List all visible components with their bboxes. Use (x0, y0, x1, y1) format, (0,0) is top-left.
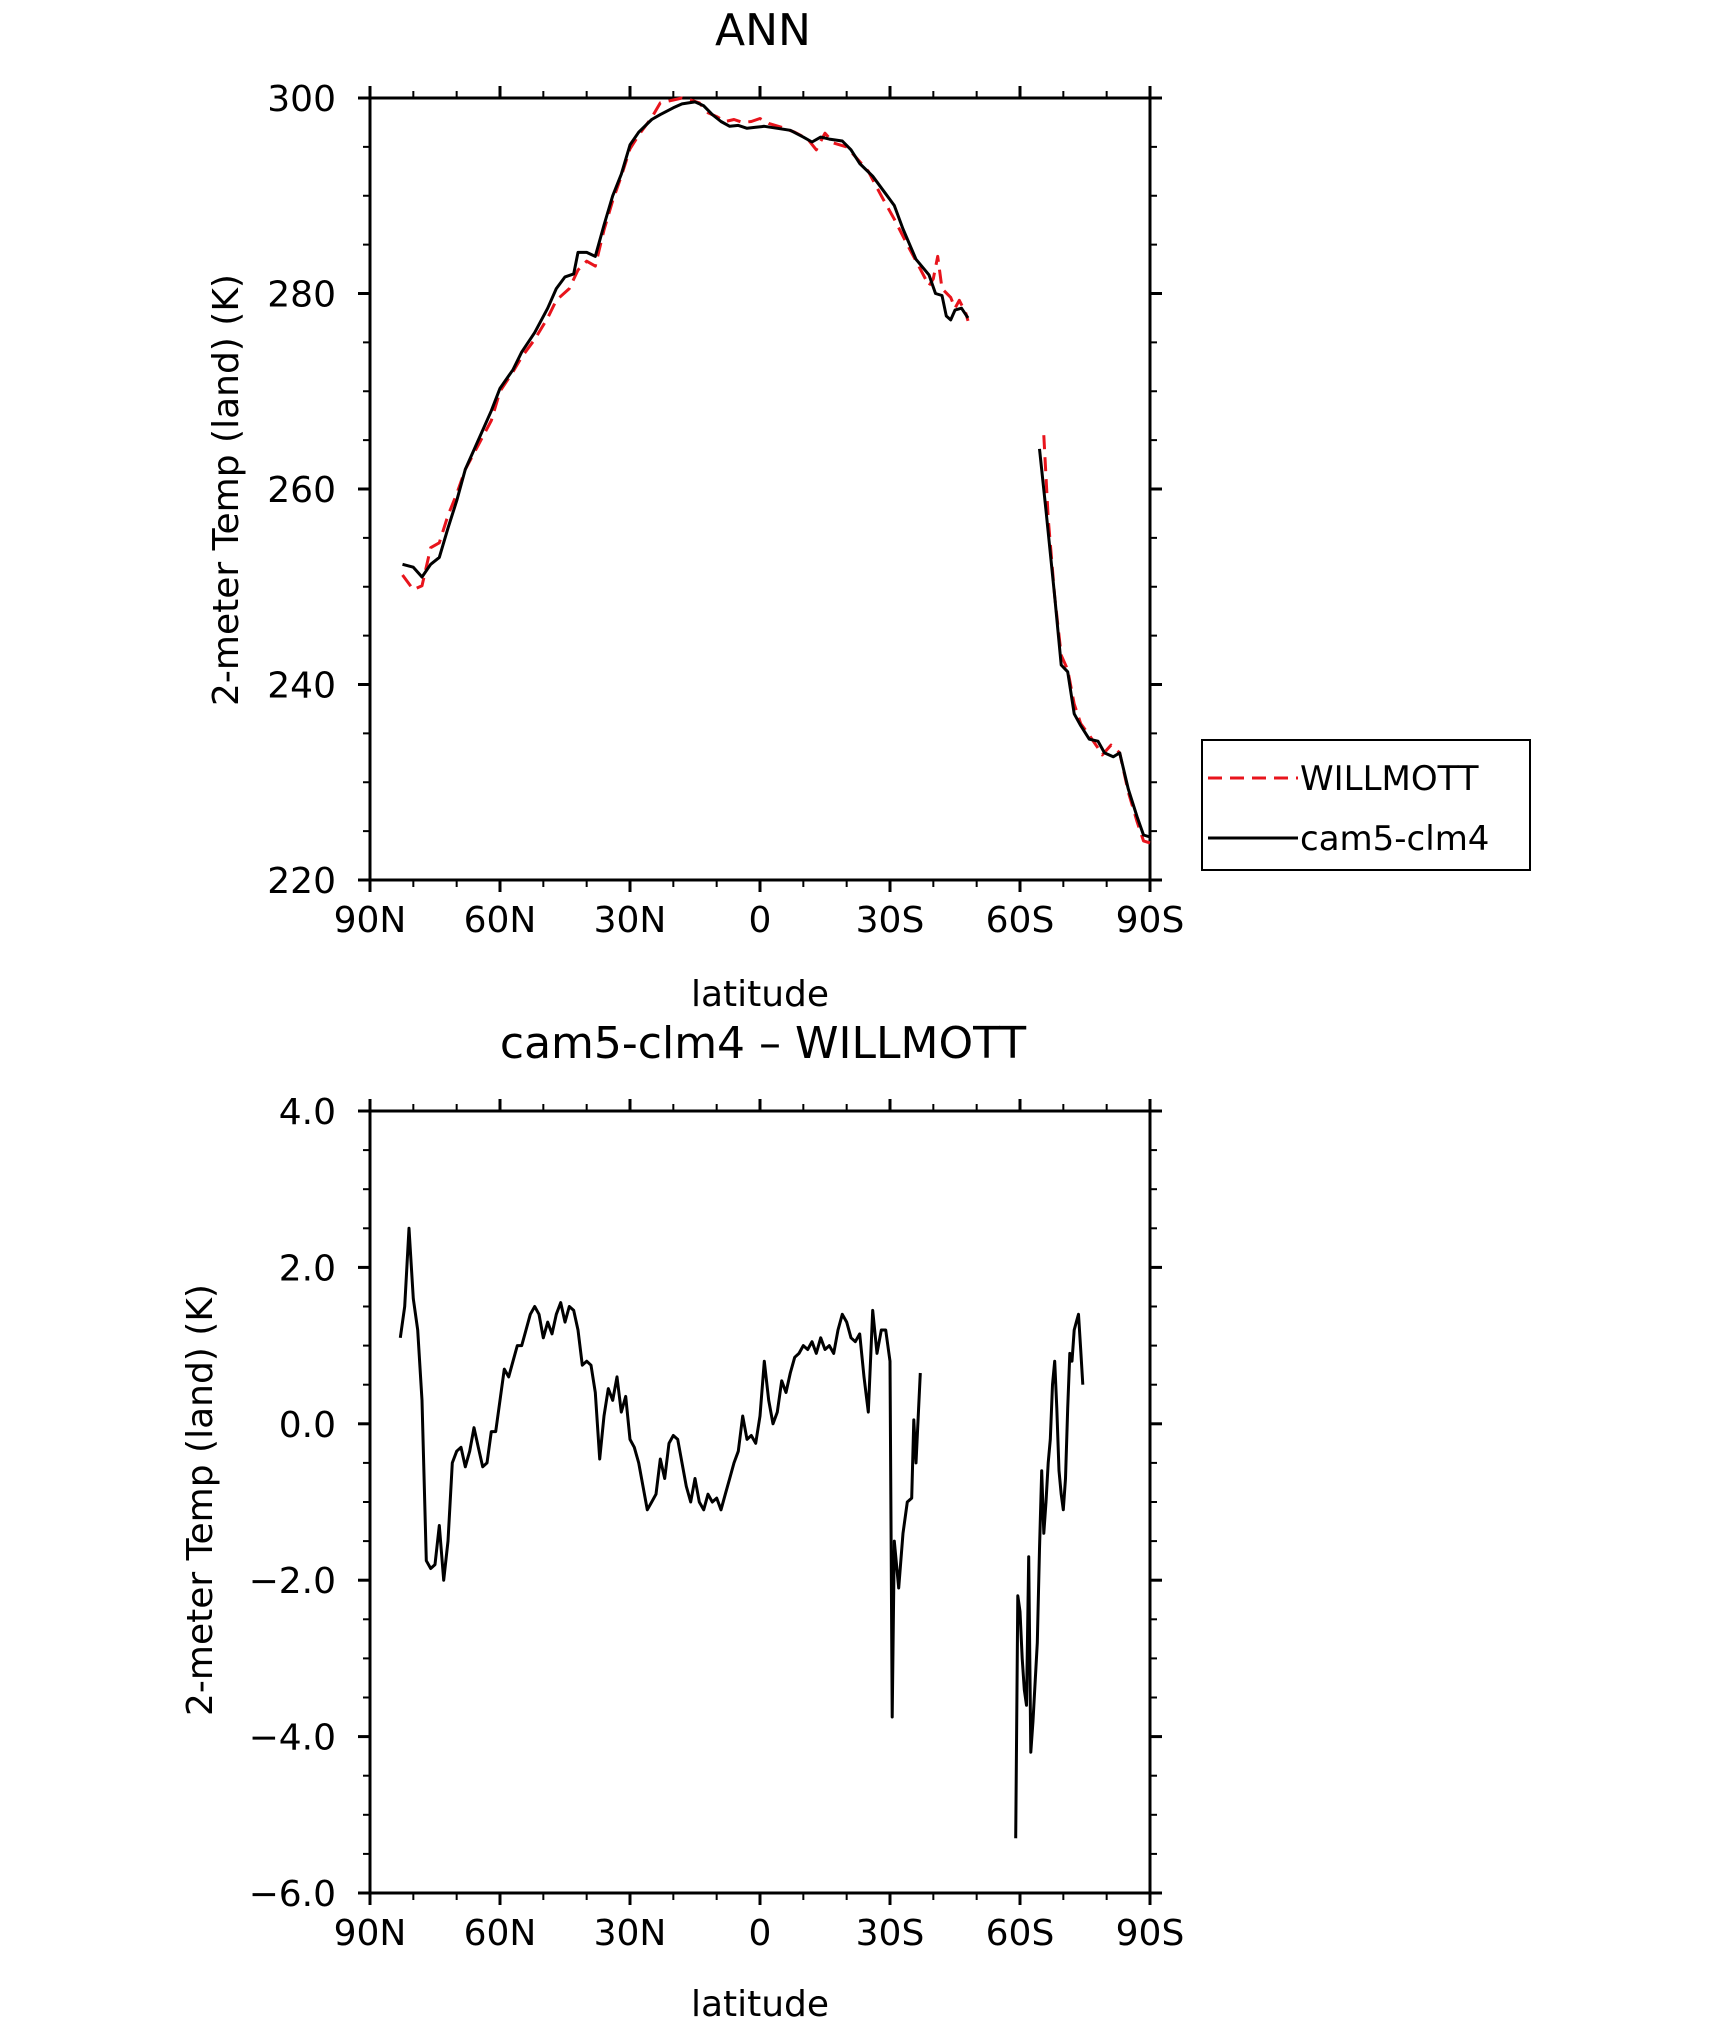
top-line-cam5-clm4-segment-1 (402, 100, 970, 579)
bottom-y-tick-label: −2.0 (249, 1561, 336, 1602)
top-series-lines (401, 96, 1151, 845)
bottom-x-tick-label: 0 (749, 1913, 772, 1954)
top-x-tick-label: 60N (464, 900, 537, 941)
bottom-x-tick-label: 90N (334, 1913, 407, 1954)
bottom-x-tick-labels: 90N 60N 30N 0 30S 60S 90S (334, 1913, 1185, 1954)
bottom-y-tick-label: 2.0 (279, 1248, 336, 1289)
top-tick-marks (358, 86, 1162, 892)
top-chart-title: ANN (715, 5, 811, 56)
bottom-y-tick-label: 4.0 (279, 1092, 336, 1133)
top-plot-frame (368, 96, 1152, 882)
bottom-x-tick-label: 60S (986, 1913, 1055, 1954)
top-x-tick-labels: 90N 60N 30N 0 30S 60S 90S (334, 900, 1185, 941)
bottom-x-tick-label: 30N (594, 1913, 667, 1954)
top-x-tick-label: 90N (334, 900, 407, 941)
top-x-tick-label: 30N (594, 900, 667, 941)
top-y-axis-label: 2-meter Temp (land) (K) (206, 274, 247, 706)
legend: WILLMOTT cam5-clm4 (1201, 739, 1531, 871)
bottom-x-tick-label: 30S (856, 1913, 925, 1954)
top-panel: ANN 90N 60N 30N 0 30S 60S 90S 220240260280300 … (206, 5, 1531, 1015)
bottom-series-lines (398, 1226, 1085, 1839)
top-line-cam5-clm4-segment-2 (1038, 448, 1151, 839)
bottom-x-tick-label: 90S (1116, 1913, 1185, 1954)
legend-label-willmott: WILLMOTT (1300, 759, 1479, 799)
top-line-willmott-segment-1 (401, 96, 970, 592)
bottom-line-series-segment-1 (398, 1226, 922, 1719)
top-y-tick-label: 260 (267, 470, 336, 511)
top-y-tick-label: 220 (267, 861, 336, 902)
top-y-tick-label: 300 (267, 79, 336, 120)
top-x-tick-label: 90S (1116, 900, 1185, 941)
bottom-line-series-segment-2 (1014, 1312, 1085, 1839)
top-x-tick-label: 0 (749, 900, 772, 941)
bottom-y-tick-label: −4.0 (249, 1718, 336, 1759)
bottom-y-axis-label: 2-meter Temp (land) (K) (180, 1284, 221, 1716)
top-x-tick-label: 60S (986, 900, 1055, 941)
bottom-panel: cam5-clm4 – WILLMOTT 90N 60N 30N 0 30S 60S 90S… (180, 1018, 1184, 2021)
bottom-y-tick-label: −6.0 (249, 1874, 336, 1915)
bottom-y-tick-label: 0.0 (279, 1405, 336, 1446)
top-x-axis-label: latitude (691, 974, 829, 1015)
top-x-tick-label: 30S (856, 900, 925, 941)
legend-box (1201, 739, 1531, 871)
bottom-tick-marks (358, 1099, 1162, 1905)
bottom-chart-title: cam5-clm4 – WILLMOTT (500, 1018, 1026, 1069)
bottom-x-tick-label: 60N (464, 1913, 537, 1954)
top-y-tick-label: 240 (267, 666, 336, 707)
top-y-tick-labels: 220 240 260 280 300 (267, 79, 336, 902)
top-y-tick-label: 280 (267, 275, 336, 316)
bottom-x-axis-label: latitude (691, 1984, 829, 2021)
bottom-y-tick-labels: −6.0 −4.0 −2.0 0.0 2.0 4.0 (249, 1092, 336, 1915)
bottom-plot-frame (368, 1109, 1152, 1895)
legend-label-cam5-clm4: cam5-clm4 (1300, 819, 1489, 859)
